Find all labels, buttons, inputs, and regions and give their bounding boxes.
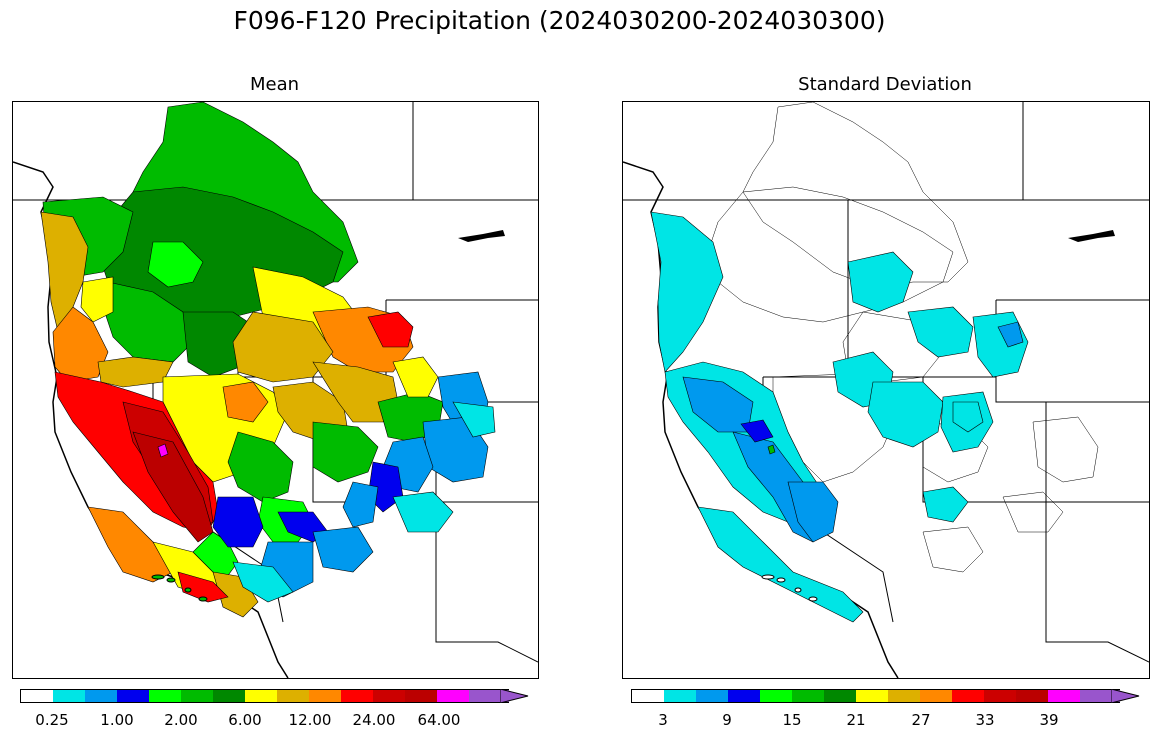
stddev-tick-label: 27 — [911, 711, 931, 729]
colorbar-cell — [984, 690, 1016, 702]
lake-superior — [458, 230, 505, 242]
colorbar-cell — [632, 690, 664, 702]
channel-islands — [151, 574, 208, 602]
stddev-tick-label: 15 — [782, 711, 802, 729]
colorbar-cell — [664, 690, 696, 702]
channel-islands — [761, 574, 818, 602]
figure-title: F096-F120 Precipitation (2024030200-2024… — [233, 6, 886, 35]
mean-tick-label: 1.00 — [100, 711, 134, 729]
stddev-tick-label: 9 — [722, 711, 732, 729]
colorbar-cell — [760, 690, 792, 702]
colorbar-cell — [792, 690, 824, 702]
colorbar-cell — [437, 690, 469, 702]
mean-tick-label: 2.00 — [164, 711, 198, 729]
colorbar-cell — [309, 690, 341, 702]
stddev-colorbar — [631, 689, 1120, 703]
mean-basins — [40, 102, 496, 618]
colorbar-cell — [53, 690, 85, 702]
colorbar-cell — [824, 690, 856, 702]
colorbar-cell — [469, 690, 509, 702]
colorbar-cell — [856, 690, 888, 702]
colorbar-cell — [728, 690, 760, 702]
mean-colorbar — [20, 689, 509, 703]
colorbar-cell — [149, 690, 181, 702]
colorbar-cell — [405, 690, 437, 702]
stddev-map — [622, 101, 1150, 679]
colorbar-cell — [213, 690, 245, 702]
colorbar-cell — [277, 690, 309, 702]
stddev-tick-label: 33 — [975, 711, 995, 729]
colorbar-cell — [888, 690, 920, 702]
colorbar-cell — [1016, 690, 1048, 702]
stddev-tick-label: 3 — [658, 711, 668, 729]
colorbar-cell — [245, 690, 277, 702]
mean-colorbar-extend-arrow — [500, 689, 529, 703]
stddev-colorbar-extend-arrow — [1111, 689, 1140, 703]
mean-tick-label: 24.00 — [352, 711, 396, 729]
stddev-basins — [650, 211, 1029, 623]
mean-panel-title: Mean — [249, 74, 300, 95]
colorbar-cell — [181, 690, 213, 702]
mean-tick-label: 6.00 — [228, 711, 262, 729]
stddev-panel-title: Standard Deviation — [798, 74, 972, 95]
mean-tick-label: 0.25 — [35, 711, 69, 729]
colorbar-cell — [117, 690, 149, 702]
colorbar-cell — [1048, 690, 1080, 702]
colorbar-cell — [85, 690, 117, 702]
mean-tick-label: 64.00 — [417, 711, 461, 729]
mean-tick-label: 12.00 — [288, 711, 332, 729]
colorbar-cell — [21, 690, 53, 702]
colorbar-cell — [1080, 690, 1120, 702]
colorbar-cell — [373, 690, 405, 702]
mean-map — [12, 101, 539, 679]
stddev-tick-label: 21 — [846, 711, 866, 729]
stddev-tick-label: 39 — [1039, 711, 1059, 729]
colorbar-cell — [341, 690, 373, 702]
colorbar-cell — [696, 690, 728, 702]
colorbar-cell — [952, 690, 984, 702]
lake-superior — [1068, 230, 1115, 242]
colorbar-cell — [920, 690, 952, 702]
